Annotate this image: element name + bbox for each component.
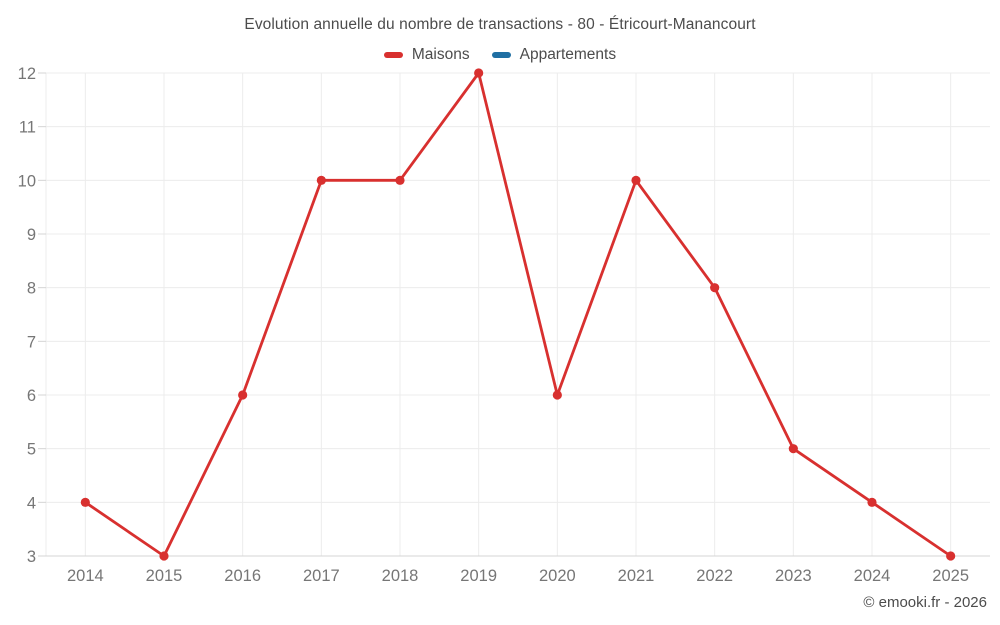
chart-title: Evolution annuelle du nombre de transact… [244,16,756,33]
x-tick-label: 2021 [618,567,655,585]
series-line-maisons [83,71,953,558]
data-point[interactable] [946,551,956,561]
data-point[interactable] [710,283,720,293]
data-point[interactable] [474,68,484,78]
data-point[interactable] [395,175,405,185]
legend-swatch-icon [383,52,403,58]
data-point[interactable] [159,551,169,561]
x-tick-label: 2017 [303,567,340,585]
y-tick-label: 5 [27,441,36,459]
legend-swatch-icon [491,52,511,58]
data-point[interactable] [80,497,90,507]
data-point[interactable] [631,175,641,185]
y-tick-label: 11 [19,119,36,137]
x-tick-label: 2025 [932,567,969,585]
legend-item-appartements[interactable]: Appartements [491,46,617,64]
y-tick-label: 7 [27,333,36,351]
y-tick-label: 9 [27,226,36,244]
y-tick-label: 8 [27,280,36,298]
x-tick-label: 2015 [146,567,183,585]
attribution: © emooki.fr - 2026 [863,594,987,611]
legend-label: Maisons [411,46,470,63]
data-point[interactable] [238,390,248,400]
x-tick-label: 2018 [382,567,419,585]
x-tick-label: 2016 [224,567,261,585]
y-tick-label: 12 [18,65,36,83]
x-tick-label: 2020 [539,567,576,585]
y-tick-label: 4 [27,494,36,512]
y-tick-label: 3 [27,548,36,566]
x-tick-label: 2019 [460,567,497,585]
data-point[interactable] [867,497,877,507]
x-tick-label: 2014 [67,567,104,585]
y-tick-label: 6 [27,387,36,405]
legend: Maisons Appartements [0,46,1000,64]
x-tick-label: 2024 [854,567,891,585]
y-tick-label: 10 [18,172,36,190]
x-tick-label: 2023 [775,567,812,585]
data-point[interactable] [316,175,326,185]
data-point[interactable] [552,390,562,400]
legend-label: Appartements [519,46,617,63]
data-point[interactable] [788,444,798,454]
x-tick-label: 2022 [696,567,733,585]
legend-item-maisons[interactable]: Maisons [383,46,470,64]
